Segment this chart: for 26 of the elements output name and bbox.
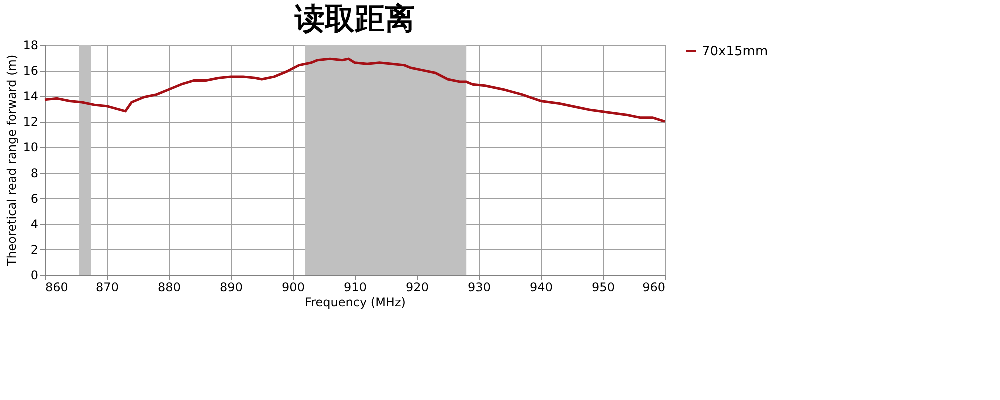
x-axis-title: Frequency (MHz) [305, 296, 406, 310]
x-tick-label: 890 [220, 280, 243, 294]
x-tick-label: 910 [344, 280, 367, 294]
y-tick-label: 14 [23, 90, 38, 104]
y-tick-label: 16 [23, 64, 38, 78]
legend-label: 70x15mm [702, 44, 768, 60]
y-axis-title: Theoretical read range forward (m) [5, 54, 20, 268]
x-tick-label: 870 [96, 280, 119, 294]
y-tick-label: 4 [30, 217, 38, 232]
y-tick-label: 8 [30, 166, 38, 180]
y-tick-label: 10 [23, 140, 38, 155]
x-tick-label: 950 [592, 280, 615, 294]
x-tick-label: 930 [468, 280, 491, 294]
y-tick-label: 6 [30, 192, 38, 206]
y-tick-label: 18 [23, 38, 38, 52]
y-tick-label: 0 [30, 268, 38, 282]
x-tick-label: 960 [642, 280, 666, 294]
y-tick-label: 2 [30, 242, 38, 257]
x-tick-label: 900 [282, 280, 305, 294]
x-tick-label: 880 [158, 280, 181, 294]
x-tick-label: 920 [406, 280, 429, 294]
chart-title: 读取距离 [294, 2, 415, 37]
x-tick-label: 940 [530, 280, 553, 294]
line-series [44, 58, 666, 123]
y-tick-label: 12 [23, 115, 38, 130]
x-tick-label: 860 [46, 280, 68, 294]
